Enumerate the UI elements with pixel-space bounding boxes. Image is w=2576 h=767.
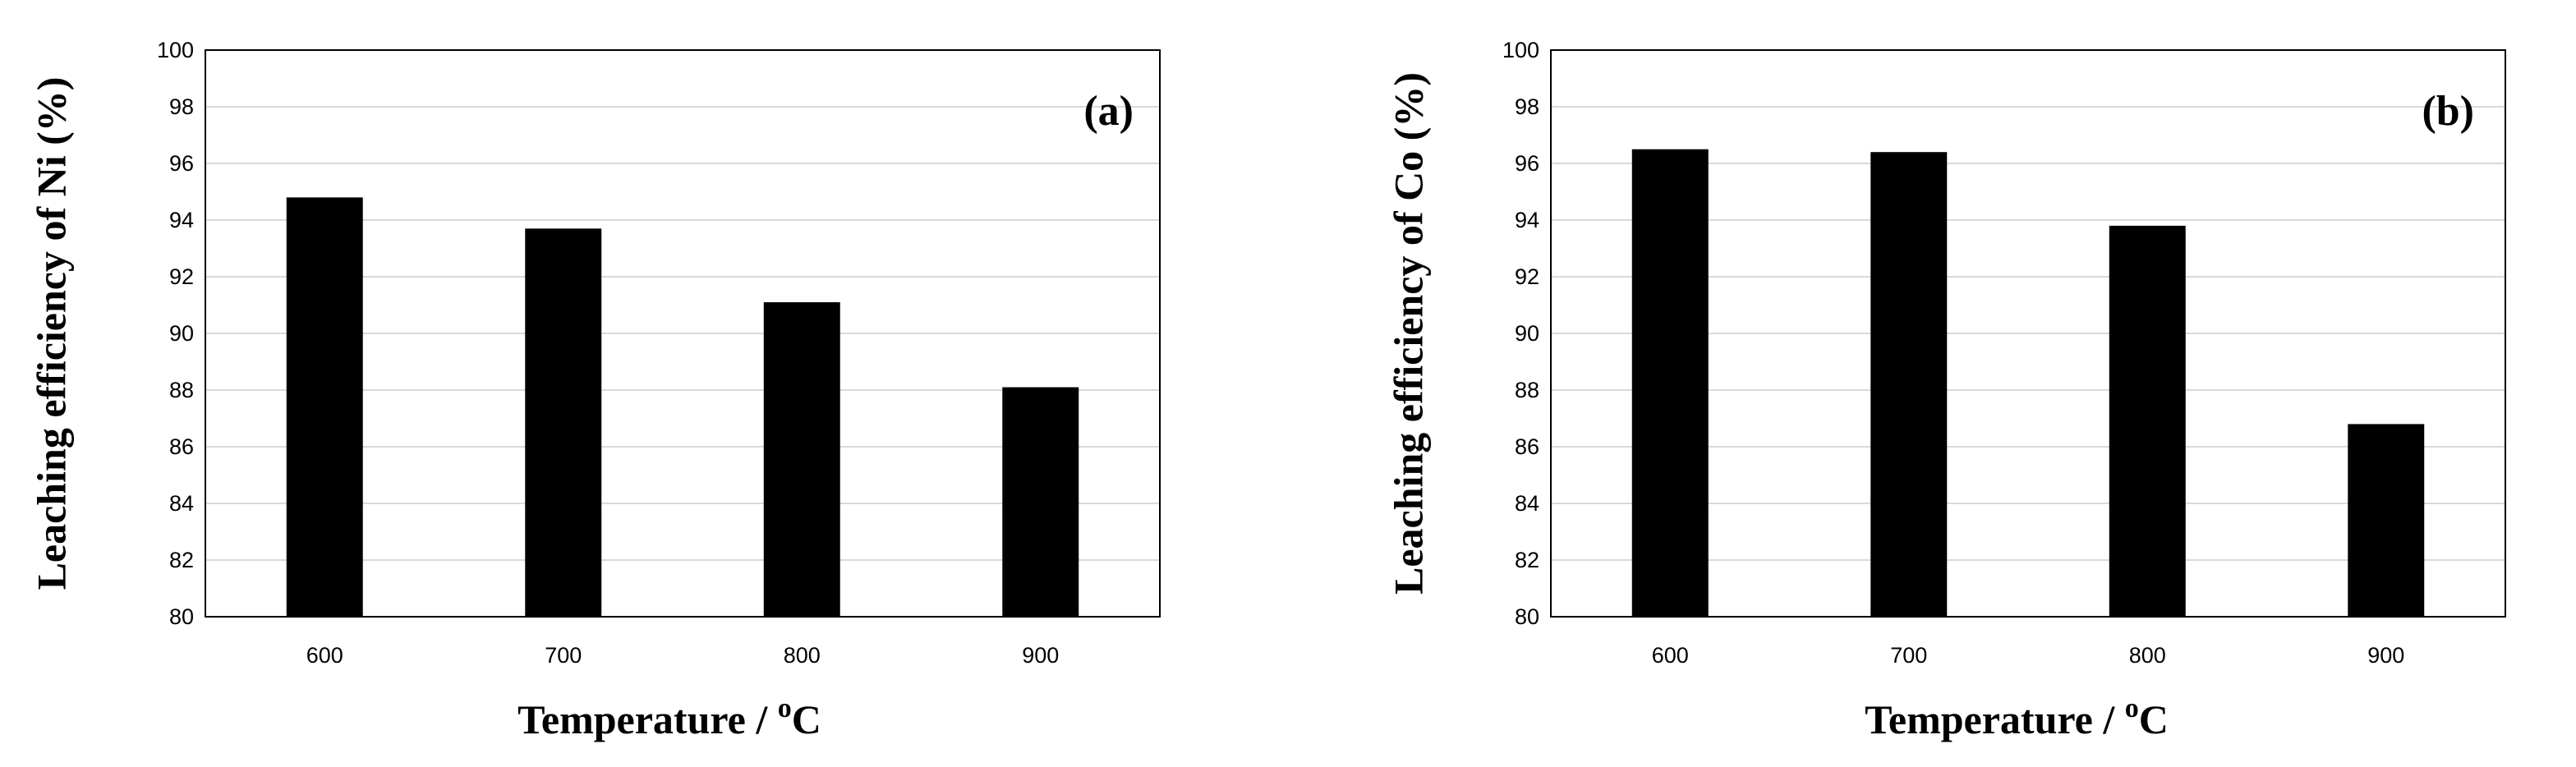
panel-b-y-axis-title: Leaching efficiency of Co (%) [1385,72,1431,595]
panel-a-bar-900 [1002,387,1079,617]
panel-b-plot-frame [1550,49,2506,618]
panel-b-x-axis-title-degree: o [2125,693,2139,723]
panel-b-y-tick-label: 92 [1515,264,1539,289]
panel-b-x-tick-label: 800 [2129,643,2166,668]
panel-a-bars [286,197,1079,617]
panel-b-x-axis-title-unit: C [2139,696,2169,742]
panel-b-y-tick-label: 94 [1515,208,1539,232]
panel-a-x-tick-label: 800 [784,643,821,668]
panel-b-y-tick-label: 100 [1502,38,1539,62]
panel-b-x-tick-label: 600 [1652,643,1689,668]
panel-a-bar-600 [286,197,363,617]
panel-a-x-tick-label: 900 [1022,643,1059,668]
panel-a-y-tick-label: 90 [169,321,194,346]
panel-b-x-tick-label: 900 [2367,643,2404,668]
panel-a-x-tick-label: 600 [306,643,343,668]
panel-b-y-tick-label: 98 [1515,94,1539,119]
panel-a-y-tick-label: 92 [169,264,194,289]
panel-b-y-tick-label: 84 [1515,491,1539,516]
panel-b-gridlines [1551,49,2505,561]
panel-b-bar-700 [1870,152,1948,617]
panel-a-y-axis-title: Leaching efficiency of Ni (%) [28,77,74,590]
panel-a-plot-frame [205,49,1161,618]
panel-a-label: (a) [1083,88,1134,135]
panel-b-y-tick-label: 82 [1515,548,1539,572]
panel-b-x-ticks: 600 700 800 900 [1652,643,2405,668]
panel-a-bar-700 [525,228,602,617]
panel-b: 80 82 84 86 88 90 92 94 96 98 100 600 700 800 900 (b)… [1385,38,2506,742]
panel-a-y-tick-label: 88 [169,378,194,402]
panel-a-bar-800 [763,302,840,617]
panel-a-y-tick-label: 96 [169,151,194,176]
panel-b-y-ticks: 80 82 84 86 88 90 92 94 96 98 100 [1502,38,1539,629]
panel-a-x-axis-title-main: Temperature / [518,696,778,742]
panel-a-x-axis-title-unit: C [792,696,821,742]
panel-b-x-tick-label: 700 [1890,643,1927,668]
panel-a-y-tick-label: 84 [169,491,194,516]
panel-a-y-tick-label: 98 [169,94,194,119]
panel-b-bars [1631,149,2425,617]
panel-b-x-axis-title: Temperature / oC [1865,693,2169,742]
panel-a-x-ticks: 600 700 800 900 [306,643,1060,668]
panel-a-x-axis-title: Temperature / oC [518,693,821,742]
panel-b-y-tick-label: 90 [1515,321,1539,346]
panel-a-y-tick-label: 86 [169,434,194,459]
panel-a-y-tick-label: 94 [169,208,194,232]
panel-b-y-tick-label: 96 [1515,151,1539,176]
panel-a-y-tick-label: 80 [169,604,194,629]
panel-a-x-tick-label: 700 [545,643,582,668]
panel-a-y-tick-label: 100 [157,38,194,62]
panel-a-x-axis-title-degree: o [778,693,792,723]
panel-b-y-tick-label: 88 [1515,378,1539,402]
panel-b-bar-900 [2348,424,2425,617]
panel-a-y-ticks: 80 82 84 86 88 90 92 94 96 98 100 [157,38,194,629]
panel-a-y-tick-label: 82 [169,548,194,572]
panel-b-label: (b) [2422,88,2474,135]
panel-b-x-axis-title-main: Temperature / [1865,696,2125,742]
panel-b-y-tick-label: 80 [1515,604,1539,629]
panel-a: 80 82 84 86 88 90 92 94 96 98 100 600 700 800 900 (a)… [28,38,1161,742]
panel-b-bar-800 [2109,225,2186,617]
panel-b-bar-600 [1631,149,1709,617]
panel-b-y-tick-label: 86 [1515,434,1539,459]
